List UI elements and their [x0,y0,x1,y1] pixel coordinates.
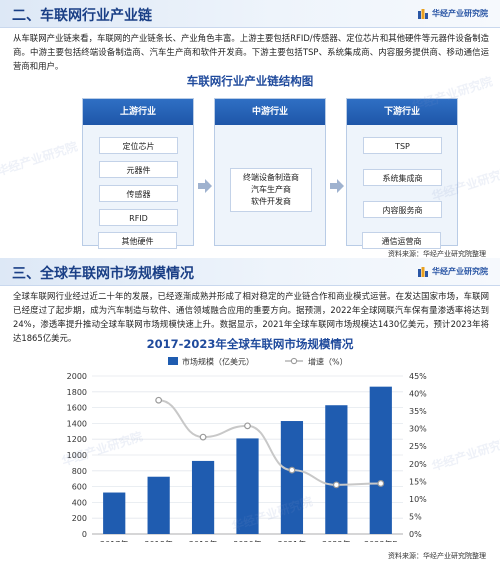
bar [280,421,304,534]
x-tick-label: 2023年E [364,539,397,542]
diagram-title: 车联网行业产业链结构图 [186,74,314,88]
growth-point [244,422,251,430]
legend-swatch-marker [290,357,298,365]
watermark: 华经产业研究院 [0,139,80,179]
y-right-tick-label: 10% [409,495,427,504]
y-left-tick-label: 2000 [67,372,87,381]
midstream-item: 汽车生产商 [251,185,291,194]
y-left-tick-label: 800 [72,467,87,476]
downstream-item: 系统集成商 [363,169,442,186]
arrow-right-icon [330,179,344,193]
bar [236,438,259,534]
arrow-right-icon [198,179,212,193]
upstream-header: 上游行业 [83,99,193,125]
bar [325,405,348,534]
y-left-tick-label: 1000 [67,451,87,460]
y-right-tick-label: 40% [409,390,427,399]
growth-point [155,396,163,404]
bar [103,492,126,534]
x-tick-label: 2017年 [100,539,128,542]
upstream-panel: 上游行业 定位芯片 元器件 传感器 RFID [82,98,194,246]
midstream-box: 终端设备制造商 汽车生产商 软件开发商 [230,168,312,212]
growth-point [199,433,207,441]
y-left-tick-label: 1600 [67,404,87,413]
chart-source: 资料来源：华经产业研究院整理 [388,552,486,560]
legend-label: 市场规模（亿美元） [182,357,254,367]
section-title-1: 二、车联网行业产业链 [12,8,152,24]
growth-point [377,480,385,487]
y-left-tick-label: 1800 [67,388,87,397]
y-right-tick-label: 30% [409,425,427,434]
legend-swatch-bar [168,357,178,365]
x-tick-label: 2019年 [189,539,217,542]
brand-logo-icon [418,8,428,19]
upstream-item: 元器件 [99,161,178,178]
x-tick-label: 2018年 [144,539,172,542]
section-header-2: 三、全球车联网市场规模情况 华经产业研究院 [0,258,500,286]
y-right-tick-label: 15% [409,477,427,486]
upstream-item: 定位芯片 [99,137,178,154]
y-left-tick-label: 600 [72,483,87,492]
y-left-tick-label: 1400 [67,419,87,428]
y-left-tick-label: 0 [82,530,87,539]
midstream-header: 中游行业 [215,99,325,125]
bar [191,460,215,534]
midstream-panel: 中游行业 终端设备制造商 汽车生产商 软件开发商 [214,98,326,246]
upstream-item: 传感器 [99,185,178,202]
legend-label: 增速（%） [308,357,348,367]
section1-paragraph: 从车联网产业链来看，车联网的产业链条长、产业角色丰富。上游主要包括RFID/传感… [13,33,489,71]
midstream-item: 软件开发商 [251,197,291,206]
chart-title: 2017-2023年全球车联网市场规模情况 [146,337,354,351]
upstream-item: RFID [99,209,178,226]
y-right-tick-label: 0% [409,530,422,539]
downstream-item: 通信运营商 [362,232,441,249]
brand-label-2: 华经产业研究院 [418,266,488,277]
growth-point [288,466,296,474]
bar [369,386,392,534]
market-size-chart: 0 200 400 600 800 1000 1200 1400 1600 1800 2000 0% 5… [67,357,428,543]
x-tick-label: 2022年 [322,539,350,542]
x-tick-label: 2020年 [233,539,261,542]
brand-logo-icon [418,266,428,277]
downstream-item: TSP [363,137,442,154]
downstream-header: 下游行业 [347,99,457,125]
midstream-item: 终端设备制造商 [243,173,299,182]
brand-label-1: 华经产业研究院 [418,8,488,19]
section-title-2: 三、全球车联网市场规模情况 [12,266,194,282]
y-left-tick-label: 200 [72,514,87,523]
diagram-source: 资料来源：华经产业研究院整理 [388,250,486,258]
y-left-tick-label: 400 [72,498,87,507]
bar [147,476,170,534]
y-right-tick-label: 35% [409,407,427,416]
y-right-tick-label: 45% [409,372,427,381]
downstream-item: 内容服务商 [363,201,442,218]
y-right-tick-label: 20% [409,460,427,469]
y-right-tick-label: 25% [409,442,427,451]
brand-name: 华经产业研究院 [432,9,488,18]
upstream-item: 其他硬件 [98,232,177,249]
brand-name: 华经产业研究院 [432,267,488,276]
x-tick-label: 2021年 [278,539,306,542]
section2-paragraph: 全球车联网行业经过近二十年的发展，已经逐渐成熟并形成了相对稳定的产业链合作和商业… [13,291,489,343]
y-left-tick-label: 1200 [67,435,87,444]
downstream-panel: 下游行业 TSP 系统集成商 内容服务商 [346,98,458,246]
section-header-1: 二、车联网行业产业链 华经产业研究院 [0,0,500,28]
growth-point [332,481,340,489]
y-right-tick-label: 5% [409,512,422,521]
